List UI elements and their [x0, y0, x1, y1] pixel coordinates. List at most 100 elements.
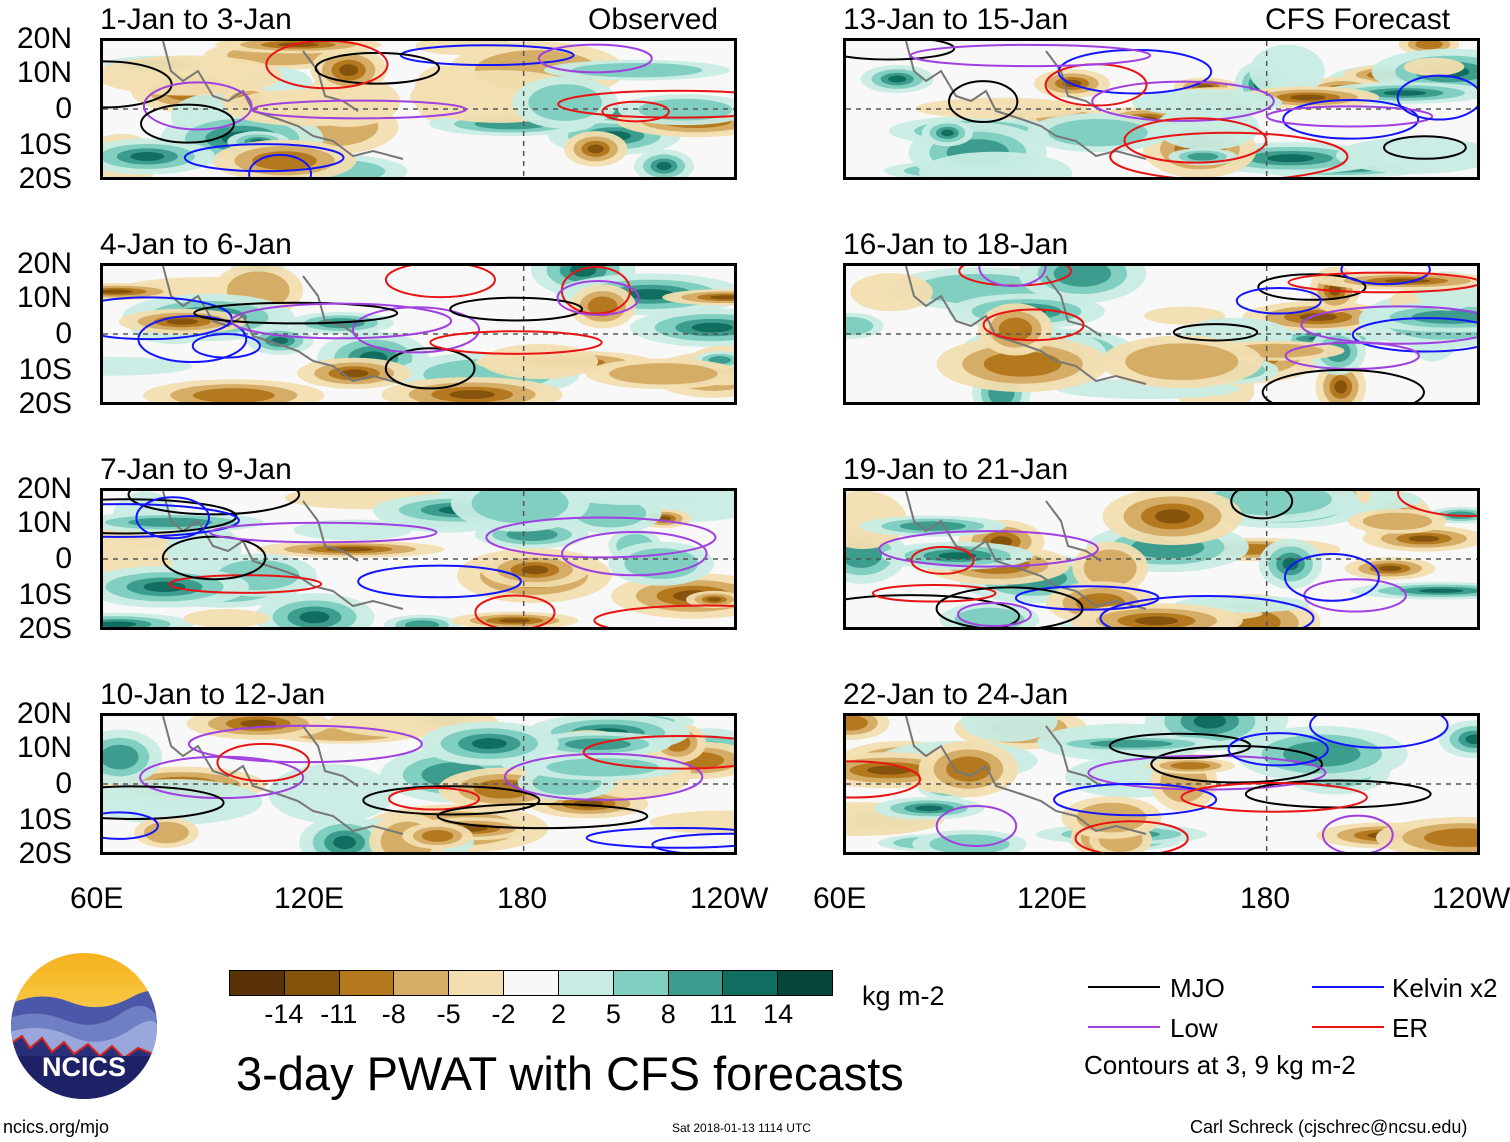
er-contour — [593, 604, 734, 627]
footer-timestamp: Sat 2018-01-13 1114 UTC — [672, 1121, 811, 1135]
low-contour — [209, 521, 438, 544]
anomaly-blob — [929, 834, 1010, 852]
panel-title: 10-Jan to 12-Jan — [100, 678, 326, 711]
kelvin-contour — [103, 811, 159, 840]
lat-label: 0 — [55, 317, 72, 350]
map-panel — [843, 713, 1480, 855]
er-contour — [1123, 117, 1268, 164]
legend-swatch-kelvin — [1312, 986, 1384, 988]
anomaly-blob — [938, 552, 977, 560]
colorbar-tick-label: -11 — [320, 999, 358, 1029]
kelvin-contour — [1053, 782, 1218, 817]
er-contour — [1109, 131, 1349, 177]
anomaly-blob — [1299, 313, 1337, 321]
kelvin-contour — [248, 153, 312, 177]
mjo-contour — [948, 80, 1019, 123]
panel-title: 19-Jan to 21-Jan — [843, 453, 1069, 486]
anomaly-blob — [1134, 616, 1179, 626]
er-contour — [429, 330, 603, 355]
panel-title: 16-Jan to 18-Jan — [843, 228, 1069, 261]
mjo-contour — [1261, 369, 1425, 402]
anomaly-blob — [268, 763, 394, 824]
low-contour — [878, 530, 1099, 568]
kelvin-contour — [1351, 317, 1477, 353]
low-contour — [1321, 814, 1394, 852]
anomaly-blob — [143, 821, 189, 844]
er-contour — [474, 594, 556, 627]
er-contour — [871, 583, 997, 603]
mjo-contour — [1150, 745, 1323, 784]
anomaly-blob — [224, 89, 395, 127]
colorbar-tick-label: 14 — [763, 999, 794, 1029]
lon-label: 180 — [1240, 882, 1291, 915]
legend-label-er: ER — [1392, 1013, 1429, 1043]
anomaly-blob — [130, 151, 165, 161]
low-contour — [1265, 105, 1434, 128]
lon-label: 120W — [1432, 882, 1510, 915]
coastline — [1045, 725, 1102, 787]
low-contour — [251, 99, 467, 120]
kelvin-contour — [183, 143, 345, 173]
anomaly-blob — [481, 344, 599, 380]
anomaly-blob — [1125, 343, 1239, 381]
low-contour — [935, 804, 1018, 847]
anomaly-blob — [850, 273, 933, 312]
map-panel — [100, 263, 737, 405]
lon-label: 120W — [690, 882, 769, 915]
legend-label-mjo: MJO — [1170, 973, 1225, 1003]
anomaly-blob — [299, 611, 330, 624]
anomaly-blob — [587, 144, 604, 154]
anomaly-blob — [1378, 565, 1402, 572]
anomaly-blob — [983, 351, 1062, 377]
anomaly-blob — [1362, 512, 1433, 530]
map-panel — [843, 488, 1480, 630]
map-panel — [100, 488, 737, 630]
anomaly-blob — [998, 317, 1033, 342]
low-contour — [556, 280, 640, 316]
lon-label: 180 — [497, 882, 548, 915]
anomaly-blob — [546, 758, 659, 777]
anomaly-blob — [1283, 741, 1361, 767]
low-contour — [1284, 341, 1421, 371]
mjo-contour — [1230, 491, 1294, 520]
colorbar-swatch — [339, 971, 395, 995]
colorbar-swatch — [449, 971, 505, 995]
anomaly-blob — [915, 805, 943, 812]
anomaly-blob — [333, 835, 356, 850]
mjo-contour — [935, 586, 1084, 627]
legend-label-kelvin: Kelvin x2 — [1392, 973, 1498, 1003]
mjo-contour — [362, 785, 541, 816]
colorbar-swatch — [613, 971, 669, 995]
anomaly-blob — [103, 621, 137, 627]
anomaly-blob — [1415, 41, 1443, 50]
panel-title: 7-Jan to 9-Jan — [100, 453, 292, 486]
footer-url: ncics.org/mjo — [3, 1117, 110, 1137]
kelvin-contour — [1235, 286, 1322, 315]
er-contour — [1397, 491, 1477, 517]
colorbar-tick-label: 8 — [660, 999, 676, 1029]
low-contour — [1087, 754, 1327, 791]
er-contour — [1180, 782, 1368, 813]
kelvin-contour — [585, 827, 734, 849]
low-contour — [230, 302, 453, 340]
kelvin-contour — [1396, 74, 1477, 121]
map-panel — [100, 38, 737, 180]
coastline — [1045, 275, 1102, 337]
coastline — [905, 716, 1147, 835]
lat-label: 0 — [55, 542, 72, 575]
anomaly-blob — [192, 388, 275, 402]
colorbar-tick-label: -2 — [491, 999, 516, 1029]
anomaly-blob — [1334, 380, 1348, 394]
anomaly-blob — [498, 618, 531, 623]
kelvin-contour — [103, 503, 240, 538]
anomaly-blob — [449, 390, 495, 399]
anomaly-blob — [1408, 535, 1440, 542]
kelvin-contour — [651, 832, 734, 852]
low-contour — [187, 724, 423, 764]
anomaly-blob — [1170, 762, 1211, 770]
footer-author: Carl Schreck (cjschrec@ncsu.edu) — [1190, 1117, 1468, 1137]
colorbar-tick-label: 11 — [709, 999, 738, 1029]
colorbar-swatch — [504, 971, 559, 995]
panel-tag-forecast: CFS Forecast — [1265, 3, 1451, 36]
anomaly-blob — [954, 607, 1025, 627]
